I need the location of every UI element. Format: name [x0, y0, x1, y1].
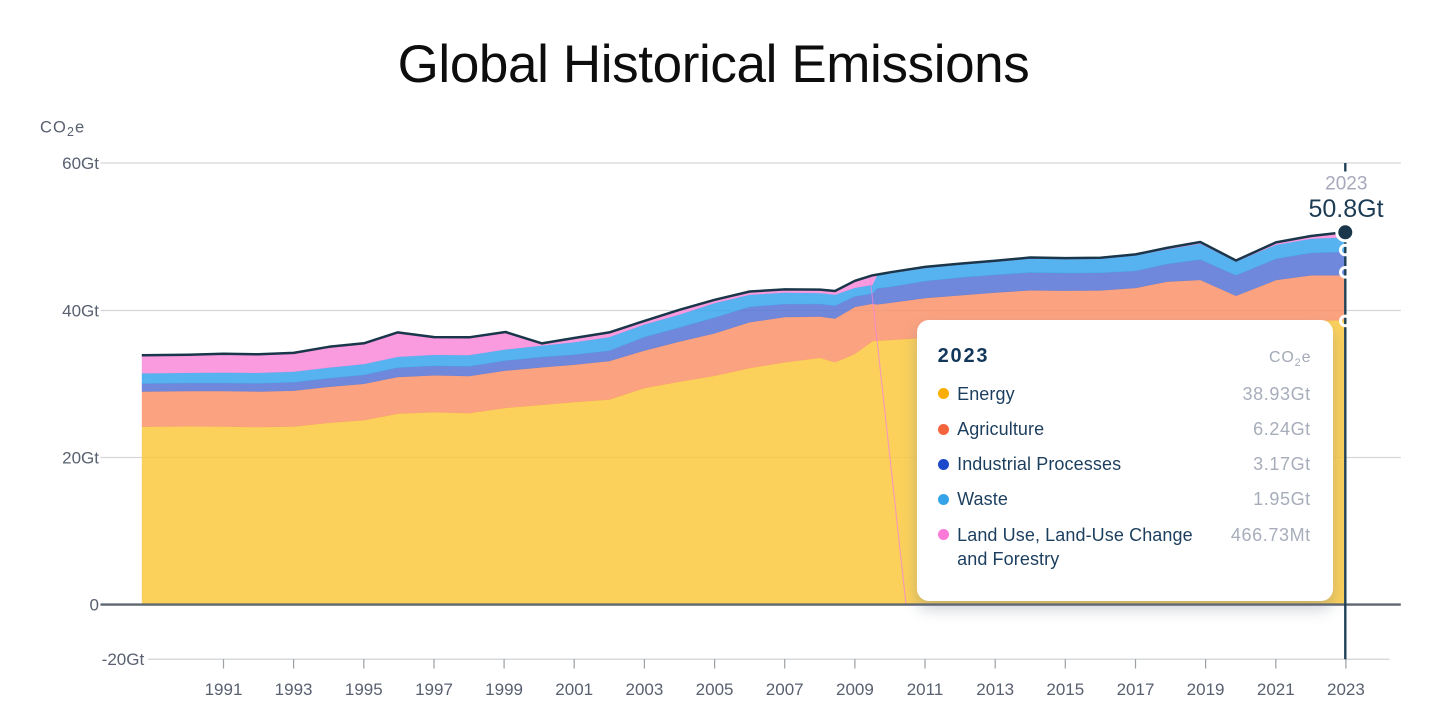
svg-text:2023: 2023 — [1325, 174, 1367, 195]
svg-text:2001: 2001 — [555, 680, 593, 699]
svg-text:2013: 2013 — [976, 680, 1014, 699]
svg-text:20Gt: 20Gt — [62, 448, 99, 467]
svg-text:2003: 2003 — [625, 680, 663, 699]
svg-text:2019: 2019 — [1187, 680, 1225, 699]
svg-text:2007: 2007 — [766, 680, 804, 699]
svg-text:1991: 1991 — [205, 680, 243, 699]
svg-text:0: 0 — [90, 595, 99, 614]
svg-text:2021: 2021 — [1257, 680, 1295, 699]
svg-text:40Gt: 40Gt — [62, 301, 99, 320]
svg-text:50.8Gt: 50.8Gt — [1308, 195, 1383, 223]
svg-text:60Gt: 60Gt — [62, 154, 99, 173]
svg-text:2005: 2005 — [696, 680, 734, 699]
svg-text:1999: 1999 — [485, 680, 523, 699]
svg-text:2009: 2009 — [836, 680, 874, 699]
svg-text:2015: 2015 — [1046, 680, 1084, 699]
svg-text:1995: 1995 — [345, 680, 383, 699]
svg-text:1997: 1997 — [415, 680, 453, 699]
svg-text:-20Gt: -20Gt — [102, 650, 145, 669]
svg-text:2023: 2023 — [1327, 680, 1365, 699]
svg-text:2017: 2017 — [1117, 680, 1155, 699]
svg-text:2011: 2011 — [907, 680, 944, 699]
svg-text:1993: 1993 — [275, 680, 313, 699]
svg-text:CO2e: CO2e — [40, 119, 85, 140]
